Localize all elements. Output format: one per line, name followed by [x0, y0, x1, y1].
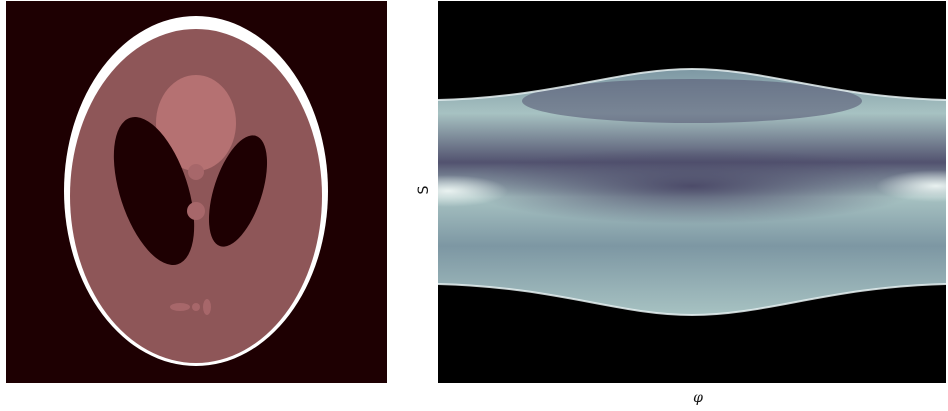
small-spot-bottom-left — [170, 303, 190, 311]
sinogram-y-axis-label: S — [416, 185, 432, 195]
sinogram-top-edge — [437, 67, 947, 101]
small-spot-middle — [187, 202, 205, 220]
sinogram-bottom-edge — [437, 283, 947, 317]
small-spot-upper — [188, 164, 204, 180]
brain-tissue-ellipse — [70, 29, 322, 363]
sinogram-upper-dark — [522, 79, 862, 123]
sinogram-right-bright-spot — [876, 170, 948, 202]
left-dark-ellipse — [113, 117, 195, 265]
phantom-panel — [6, 1, 387, 383]
phantom-image — [6, 1, 387, 383]
sinogram-image — [388, 1, 948, 383]
small-spot-bottom-right — [203, 299, 211, 315]
right-dark-ellipse — [208, 135, 268, 247]
sinogram-x-axis-label: φ — [693, 390, 703, 406]
sinogram-panel — [388, 1, 948, 383]
small-spot-bottom-center — [192, 303, 200, 311]
sinogram-dark-core — [462, 148, 922, 224]
upper-bright-ellipse — [156, 75, 236, 171]
